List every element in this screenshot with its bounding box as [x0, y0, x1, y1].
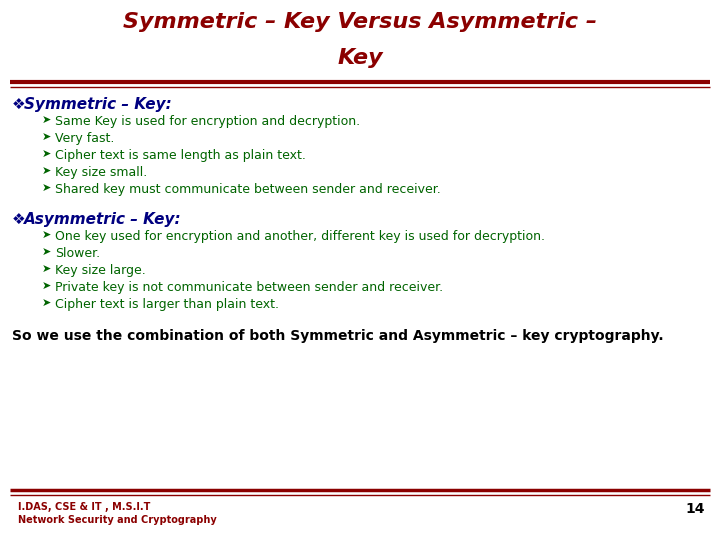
Text: 14: 14: [685, 502, 705, 516]
Text: ➤: ➤: [42, 230, 51, 240]
Text: Cipher text is same length as plain text.: Cipher text is same length as plain text…: [55, 149, 306, 162]
Text: Key: Key: [337, 48, 383, 68]
Text: One key used for encryption and another, different key is used for decryption.: One key used for encryption and another,…: [55, 230, 545, 243]
Text: So we use the combination of both Symmetric and Asymmetric – key cryptography.: So we use the combination of both Symmet…: [12, 329, 664, 343]
Text: ➤: ➤: [42, 149, 51, 159]
Text: ➤: ➤: [42, 264, 51, 274]
Text: ❖: ❖: [12, 97, 26, 112]
Text: ➤: ➤: [42, 298, 51, 308]
Text: Cipher text is larger than plain text.: Cipher text is larger than plain text.: [55, 298, 279, 311]
Text: Key size small.: Key size small.: [55, 166, 148, 179]
Text: Private key is not communicate between sender and receiver.: Private key is not communicate between s…: [55, 281, 443, 294]
Text: ➤: ➤: [42, 281, 51, 291]
Text: Network Security and Cryptography: Network Security and Cryptography: [18, 515, 217, 525]
Text: Shared key must communicate between sender and receiver.: Shared key must communicate between send…: [55, 183, 441, 196]
Text: Same Key is used for encryption and decryption.: Same Key is used for encryption and decr…: [55, 115, 360, 128]
Text: Symmetric – Key:: Symmetric – Key:: [24, 97, 172, 112]
Text: ➤: ➤: [42, 183, 51, 193]
Text: ➤: ➤: [42, 166, 51, 176]
Text: ➤: ➤: [42, 247, 51, 257]
Text: Very fast.: Very fast.: [55, 132, 114, 145]
Text: ➤: ➤: [42, 115, 51, 125]
Text: I.DAS, CSE & IT , M.S.I.T: I.DAS, CSE & IT , M.S.I.T: [18, 502, 150, 512]
Text: ➤: ➤: [42, 132, 51, 142]
Text: ❖: ❖: [12, 212, 26, 227]
Text: Key size large.: Key size large.: [55, 264, 145, 277]
Text: Slower.: Slower.: [55, 247, 100, 260]
Text: Asymmetric – Key:: Asymmetric – Key:: [24, 212, 181, 227]
Text: Symmetric – Key Versus Asymmetric –: Symmetric – Key Versus Asymmetric –: [123, 12, 597, 32]
